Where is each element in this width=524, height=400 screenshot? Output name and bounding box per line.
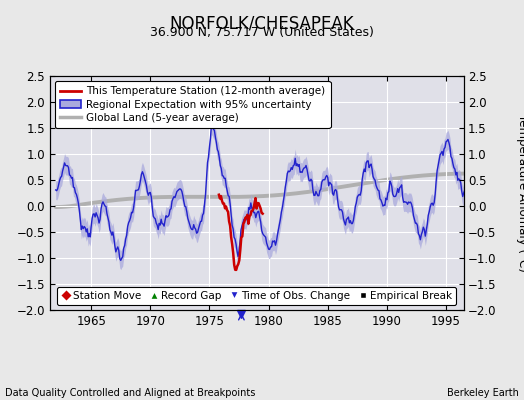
Legend: Station Move, Record Gap, Time of Obs. Change, Empirical Break: Station Move, Record Gap, Time of Obs. C…: [57, 287, 456, 305]
Text: 36.900 N, 75.717 W (United States): 36.900 N, 75.717 W (United States): [150, 26, 374, 39]
Y-axis label: Temperature Anomaly (°C): Temperature Anomaly (°C): [516, 114, 524, 272]
Text: NORFOLK/CHESAPEAK: NORFOLK/CHESAPEAK: [170, 14, 354, 32]
Text: Data Quality Controlled and Aligned at Breakpoints: Data Quality Controlled and Aligned at B…: [5, 388, 256, 398]
Text: Berkeley Earth: Berkeley Earth: [447, 388, 519, 398]
